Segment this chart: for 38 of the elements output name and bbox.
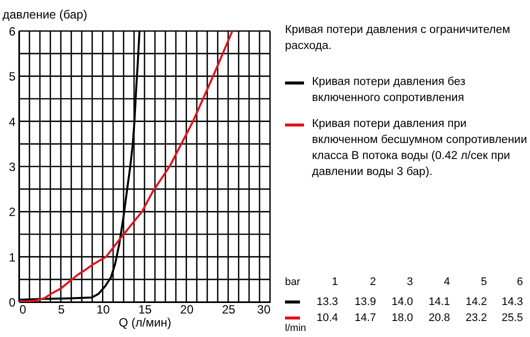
text: 2	[370, 276, 376, 288]
text: 23.2	[466, 312, 487, 324]
y-tick-label: 4	[8, 114, 16, 129]
text: l/min	[285, 323, 306, 334]
y-tick-label: 5	[8, 70, 16, 84]
x-tick-label: 25	[222, 302, 236, 316]
x-tick-label: 30	[257, 302, 271, 316]
legend-label: Кривая потери давления при включенном бесшумном сопротивлении класса В потока воды (0.42 л/сек при давлении воды 3 бар).	[312, 118, 528, 178]
y-axis-title: давление (бар)	[2, 8, 88, 22]
y-tick-label: 3	[8, 160, 16, 174]
text: 18.0	[392, 312, 413, 324]
text: 14.7	[354, 312, 376, 324]
x-tick-label: 0	[20, 302, 26, 316]
text: 25.5	[502, 312, 523, 324]
y-tick-label: 1	[8, 250, 16, 264]
text: 14.3	[502, 296, 523, 308]
text: 13.3	[316, 296, 338, 308]
text: bar	[285, 276, 301, 288]
text: 20.8	[428, 312, 450, 324]
text: 14.0	[392, 296, 413, 308]
text: 13.9	[354, 296, 376, 308]
text: 14.1	[428, 296, 450, 308]
x-tick-label: 10	[96, 302, 110, 316]
y-tick-label: 2	[8, 205, 16, 220]
x-tick-label: 15	[138, 302, 152, 316]
text: 3	[406, 276, 413, 288]
text: 14.2	[466, 296, 487, 308]
text: 5	[480, 276, 487, 288]
text: 1	[332, 276, 338, 288]
x-tick-label: 20	[180, 302, 194, 316]
y-tick-label: 6	[8, 24, 16, 38]
text: 6	[516, 276, 523, 288]
text: 10.4	[316, 312, 338, 324]
text: Кривая потери давления с ограничителем расхода.	[285, 24, 510, 52]
text: 4	[444, 276, 450, 288]
legend-label: Кривая потери давления без включенного сопротивления	[312, 76, 466, 104]
x-tick-label: 5	[58, 302, 65, 316]
x-axis-title: Q (л/мин)	[118, 316, 172, 330]
